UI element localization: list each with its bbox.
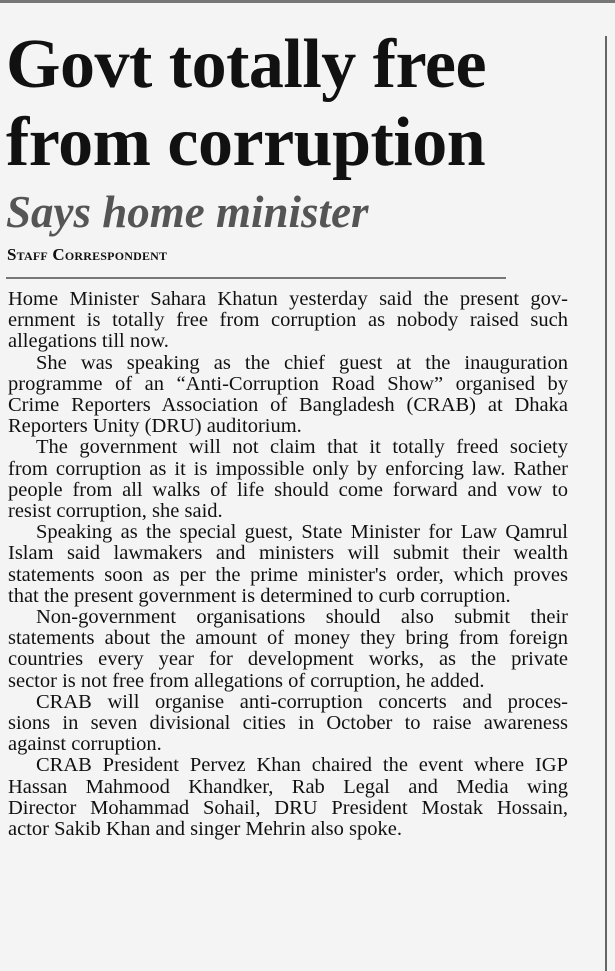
paragraph-line: against corruption. <box>8 733 162 756</box>
paragraph-line: resist corruption, she said. <box>8 500 223 523</box>
paragraph-line: programme of an “Anti-Corruption Road Sh… <box>8 372 568 395</box>
paragraph-line: sions in seven divisional cities in Octo… <box>8 712 568 735</box>
paragraph-line: statements soon as per the prime ministe… <box>8 563 568 586</box>
paragraph-line: sector is not free from allegations of c… <box>8 669 485 692</box>
paragraph: CRAB President Pervez Khan chaired the e… <box>8 755 568 840</box>
paragraph-line: CRAB will organise anti-corruption conce… <box>36 690 568 713</box>
paragraph-line: The government will not claim that it to… <box>36 436 568 459</box>
paragraph: Speaking as the special guest, State Min… <box>8 522 568 607</box>
paragraph: Non-government organisations should also… <box>8 606 568 692</box>
paragraph-line: Crime Reporters Association of Banglades… <box>8 394 568 417</box>
headline-line-1: Govt totally free <box>6 26 487 103</box>
byline-rule <box>6 277 506 279</box>
paragraph: CRAB will organise anti-corruption conce… <box>8 690 568 756</box>
paragraph-line: Hassan Mahmood Khandker, Rab Legal and M… <box>8 775 568 798</box>
paragraph-line: statements about the amount of money the… <box>8 627 568 650</box>
paragraph-line: countries every year for development wor… <box>8 648 568 671</box>
headline: Govt totally free from corruption <box>6 26 487 182</box>
paragraph-line: Speaking as the special guest, State Min… <box>36 521 568 544</box>
paragraph: Home Minister Sahara Khatun yesterday sa… <box>8 288 568 353</box>
headline-line-2: from corruption <box>6 104 486 181</box>
paragraph-line: Home Minister Sahara Khatun yesterday sa… <box>8 288 568 310</box>
paragraph: The government will not claim that it to… <box>8 437 568 522</box>
subheadline: Says home minister <box>6 187 369 237</box>
top-border <box>0 0 615 3</box>
paragraph-line: that the present government is determine… <box>8 584 511 607</box>
paragraph-line: ernment is totally free from corruption … <box>8 309 568 332</box>
paragraph-line: allegations till now. <box>8 330 169 353</box>
paragraph-line: Reporters Unity (DRU) auditorium. <box>8 415 302 438</box>
paragraph: She was speaking as the chief guest at t… <box>8 351 568 438</box>
paragraph-line: people from all walks of life should com… <box>8 478 568 501</box>
paragraph-line: Director Mohammad Sohail, DRU President … <box>8 796 568 819</box>
paragraph-line: from corruption as it is impossible only… <box>8 457 568 480</box>
paragraph-line: Islam said lawmakers and ministers will … <box>8 542 568 565</box>
paragraph-line: Non-government organisations should also… <box>36 606 568 629</box>
paragraph-line: CRAB President Pervez Khan chaired the e… <box>36 754 568 777</box>
paragraph-line: She was speaking as the chief guest at t… <box>36 351 568 374</box>
byline: Staff Correspondent <box>7 245 168 264</box>
paragraph-line: actor Sakib Khan and singer Mehrin also … <box>8 818 402 841</box>
article-body: Home Minister Sahara Khatun yesterday sa… <box>8 288 568 840</box>
column-divider <box>605 36 607 971</box>
